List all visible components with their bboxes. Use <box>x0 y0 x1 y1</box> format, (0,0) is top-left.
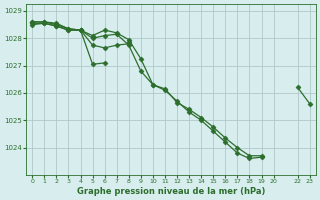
X-axis label: Graphe pression niveau de la mer (hPa): Graphe pression niveau de la mer (hPa) <box>77 187 265 196</box>
